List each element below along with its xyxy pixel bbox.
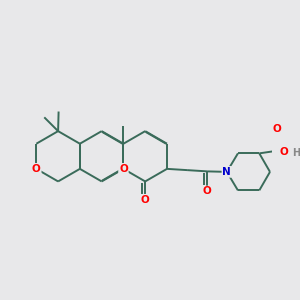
Text: N: N xyxy=(223,167,231,177)
Text: O: O xyxy=(280,147,289,157)
Text: O: O xyxy=(119,164,128,174)
Text: O: O xyxy=(203,187,212,196)
Text: O: O xyxy=(32,164,41,174)
Text: H: H xyxy=(292,148,300,158)
Text: O: O xyxy=(141,195,150,205)
Text: O: O xyxy=(272,124,281,134)
